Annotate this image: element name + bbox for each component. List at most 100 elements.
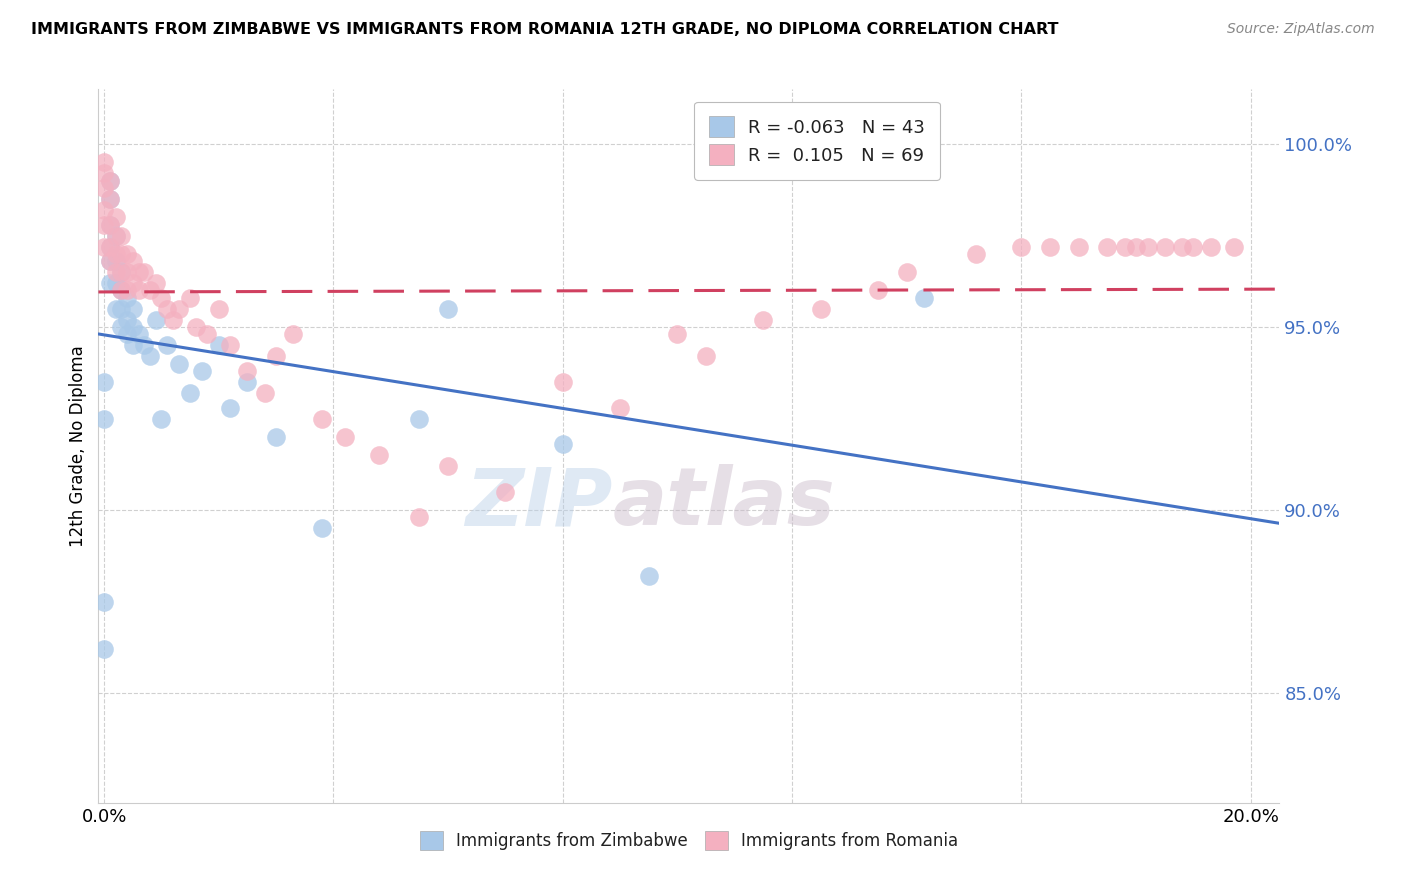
Point bbox=[104, 228, 127, 243]
Point bbox=[1097, 239, 1119, 253]
Point bbox=[167, 301, 190, 316]
Point bbox=[408, 510, 430, 524]
Point bbox=[128, 327, 150, 342]
Point bbox=[219, 401, 242, 415]
Point bbox=[283, 327, 305, 342]
Point bbox=[551, 437, 574, 451]
Point bbox=[368, 448, 391, 462]
Point bbox=[437, 301, 460, 316]
Text: atlas: atlas bbox=[612, 464, 835, 542]
Point bbox=[93, 239, 115, 253]
Point bbox=[1125, 239, 1147, 253]
Point bbox=[695, 349, 717, 363]
Point bbox=[1199, 239, 1222, 253]
Point bbox=[121, 338, 143, 352]
Point bbox=[115, 312, 138, 326]
Point bbox=[98, 174, 121, 188]
Point bbox=[167, 357, 190, 371]
Point bbox=[93, 375, 115, 389]
Point bbox=[150, 291, 173, 305]
Point bbox=[1182, 239, 1205, 253]
Point bbox=[333, 430, 356, 444]
Point bbox=[253, 386, 276, 401]
Point bbox=[408, 411, 430, 425]
Point bbox=[115, 291, 138, 305]
Point bbox=[150, 411, 173, 425]
Point bbox=[896, 265, 918, 279]
Point bbox=[104, 265, 127, 279]
Point bbox=[145, 312, 167, 326]
Point bbox=[104, 247, 127, 261]
Point bbox=[637, 569, 659, 583]
Point bbox=[98, 239, 121, 253]
Point bbox=[110, 284, 132, 298]
Legend: Immigrants from Zimbabwe, Immigrants from Romania: Immigrants from Zimbabwe, Immigrants fro… bbox=[411, 822, 967, 859]
Point bbox=[1222, 239, 1244, 253]
Point bbox=[1039, 239, 1062, 253]
Point bbox=[93, 642, 115, 657]
Point bbox=[236, 364, 259, 378]
Point bbox=[110, 228, 132, 243]
Point bbox=[134, 338, 156, 352]
Point bbox=[115, 265, 138, 279]
Point bbox=[264, 430, 287, 444]
Point bbox=[912, 291, 935, 305]
Point bbox=[1171, 239, 1194, 253]
Point bbox=[1153, 239, 1175, 253]
Point bbox=[219, 338, 242, 352]
Point bbox=[110, 247, 132, 261]
Point bbox=[98, 218, 121, 232]
Point bbox=[121, 254, 143, 268]
Point bbox=[98, 276, 121, 290]
Point bbox=[868, 284, 890, 298]
Point bbox=[1114, 239, 1136, 253]
Point bbox=[110, 265, 132, 279]
Point bbox=[98, 254, 121, 268]
Point bbox=[104, 211, 127, 225]
Point bbox=[98, 254, 121, 268]
Point bbox=[104, 276, 127, 290]
Point bbox=[121, 301, 143, 316]
Point bbox=[1067, 239, 1090, 253]
Point bbox=[110, 320, 132, 334]
Point bbox=[1011, 239, 1033, 253]
Point bbox=[145, 276, 167, 290]
Point bbox=[139, 284, 162, 298]
Point bbox=[104, 228, 127, 243]
Point bbox=[810, 301, 832, 316]
Point bbox=[128, 284, 150, 298]
Point bbox=[139, 349, 162, 363]
Point bbox=[98, 239, 121, 253]
Point bbox=[93, 594, 115, 608]
Point bbox=[437, 459, 460, 474]
Point bbox=[156, 301, 179, 316]
Point bbox=[184, 320, 207, 334]
Point bbox=[98, 174, 121, 188]
Point bbox=[115, 327, 138, 342]
Point bbox=[134, 265, 156, 279]
Point bbox=[264, 349, 287, 363]
Point bbox=[115, 284, 138, 298]
Text: ZIP: ZIP bbox=[465, 464, 612, 542]
Point bbox=[98, 218, 121, 232]
Point bbox=[93, 155, 115, 169]
Point bbox=[195, 327, 218, 342]
Point bbox=[110, 265, 132, 279]
Point bbox=[121, 320, 143, 334]
Point bbox=[311, 411, 333, 425]
Point bbox=[666, 327, 689, 342]
Point bbox=[98, 192, 121, 206]
Point bbox=[236, 375, 259, 389]
Point bbox=[495, 484, 517, 499]
Point bbox=[93, 166, 115, 180]
Point bbox=[93, 181, 115, 195]
Point bbox=[115, 247, 138, 261]
Point bbox=[551, 375, 574, 389]
Point bbox=[965, 247, 987, 261]
Text: IMMIGRANTS FROM ZIMBABWE VS IMMIGRANTS FROM ROMANIA 12TH GRADE, NO DIPLOMA CORRE: IMMIGRANTS FROM ZIMBABWE VS IMMIGRANTS F… bbox=[31, 22, 1059, 37]
Point bbox=[190, 364, 212, 378]
Point bbox=[110, 301, 132, 316]
Y-axis label: 12th Grade, No Diploma: 12th Grade, No Diploma bbox=[69, 345, 87, 547]
Point bbox=[609, 401, 631, 415]
Point bbox=[128, 265, 150, 279]
